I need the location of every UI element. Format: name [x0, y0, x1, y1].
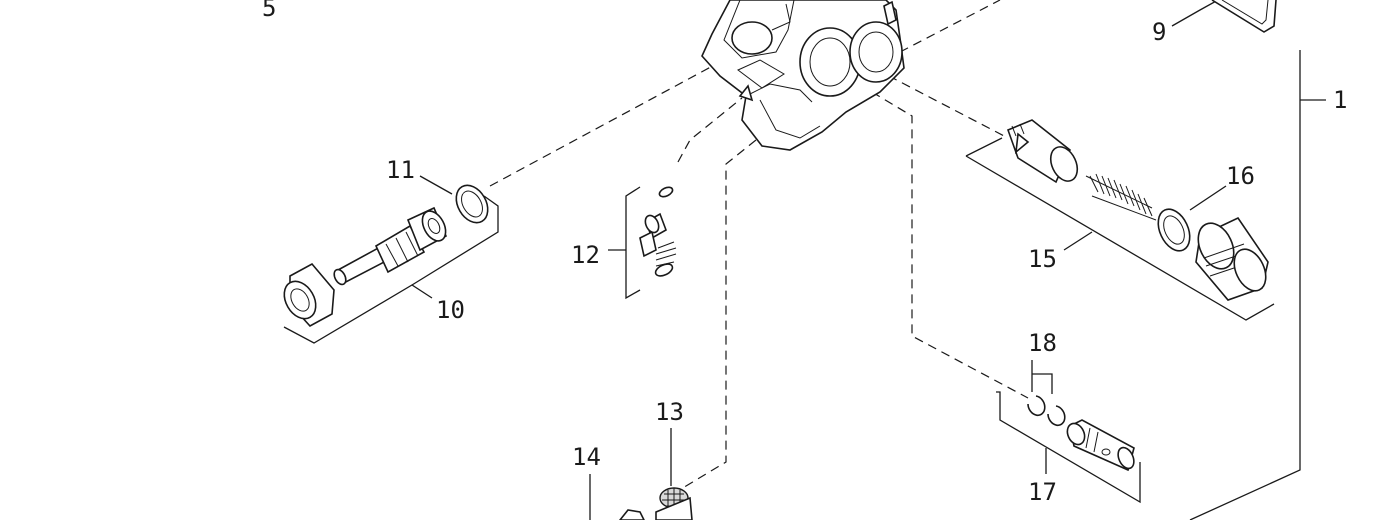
callout-15: 15 [1028, 245, 1057, 273]
callout-17: 17 [1028, 478, 1057, 506]
callout-5: 5 [262, 0, 276, 22]
spring [1085, 173, 1157, 221]
part-17-spool [1027, 395, 1135, 472]
callout-14: 14 [572, 443, 601, 471]
leader-lines [283, 0, 1326, 520]
callout-18: 18 [1028, 329, 1057, 357]
callout-9: 9 [1152, 18, 1166, 46]
callout-11: 11 [386, 156, 415, 184]
assembly-dashed-lines [489, 0, 1029, 493]
pump-head-body [701, 0, 905, 151]
part-9-gasket [1211, 0, 1277, 33]
part-12-check-valve [639, 186, 677, 277]
part-11-o-ring [455, 184, 489, 224]
callout-10: 10 [436, 296, 465, 324]
part-13-strainer [655, 487, 693, 520]
part-10-valve-assembly [283, 206, 448, 328]
callout-1: 1 [1333, 86, 1347, 114]
callout-13: 13 [655, 398, 684, 426]
callout-16: 16 [1226, 162, 1255, 190]
part-15-unloader-assembly [1006, 119, 1269, 301]
callout-12: 12 [571, 241, 600, 269]
part-14-fitting [618, 509, 645, 520]
